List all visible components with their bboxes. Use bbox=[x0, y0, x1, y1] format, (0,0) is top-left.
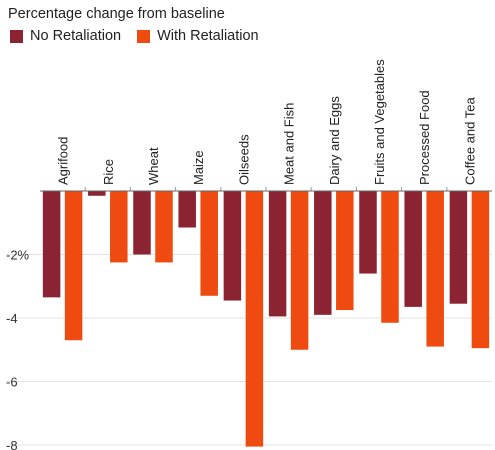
bar-with-retaliation bbox=[381, 191, 399, 323]
bar-no-retaliation bbox=[133, 191, 151, 255]
bar-with-retaliation bbox=[245, 191, 264, 447]
y-tick-label: -4 bbox=[6, 311, 18, 326]
category-label: Fruits and Vegetables bbox=[372, 59, 387, 185]
chart-subtitle: Percentage change from baseline bbox=[8, 6, 225, 22]
category-label: Agrifood bbox=[56, 137, 71, 185]
bar-no-retaliation bbox=[359, 191, 377, 274]
bar-with-retaliation bbox=[426, 191, 444, 347]
category-label: Wheat bbox=[146, 147, 161, 185]
legend-swatch-with-retaliation bbox=[137, 29, 151, 43]
bar-no-retaliation bbox=[223, 191, 242, 301]
bar-with-retaliation bbox=[290, 191, 309, 350]
bar-no-retaliation bbox=[449, 191, 468, 304]
y-tick-label: -2% bbox=[6, 248, 30, 263]
bar-with-retaliation bbox=[336, 191, 354, 311]
legend-label-no-retaliation: No Retaliation bbox=[30, 28, 122, 44]
y-tick-label: -6 bbox=[6, 375, 18, 390]
legend-item-no-retaliation: No Retaliation bbox=[10, 28, 121, 44]
y-tick-label: -8 bbox=[6, 438, 18, 450]
bar-with-retaliation bbox=[155, 191, 173, 263]
category-label: Rice bbox=[101, 159, 116, 185]
category-label: Dairy and Eggs bbox=[327, 96, 342, 185]
bar-no-retaliation bbox=[88, 191, 106, 196]
chart-legend: No Retaliation With Retaliation bbox=[10, 28, 275, 44]
bar-with-retaliation bbox=[64, 191, 83, 341]
legend-item-with-retaliation: With Retaliation bbox=[137, 28, 259, 44]
category-label: Oilseeds bbox=[236, 134, 251, 185]
bar-with-retaliation bbox=[110, 191, 128, 263]
bar-no-retaliation bbox=[314, 191, 332, 315]
bar-no-retaliation bbox=[178, 191, 196, 228]
category-label: Coffee and Tea bbox=[462, 97, 477, 185]
bar-no-retaliation bbox=[268, 191, 287, 317]
bar-no-retaliation bbox=[42, 191, 61, 298]
bar-with-retaliation bbox=[200, 191, 218, 296]
bar-no-retaliation bbox=[404, 191, 422, 307]
legend-swatch-no-retaliation bbox=[10, 29, 23, 43]
bar-with-retaliation bbox=[471, 191, 490, 349]
category-label: Maize bbox=[191, 150, 206, 185]
legend-label-with-retaliation: With Retaliation bbox=[157, 28, 259, 44]
category-label: Meat and Fish bbox=[282, 103, 297, 185]
category-label: Processed Food bbox=[417, 90, 432, 185]
